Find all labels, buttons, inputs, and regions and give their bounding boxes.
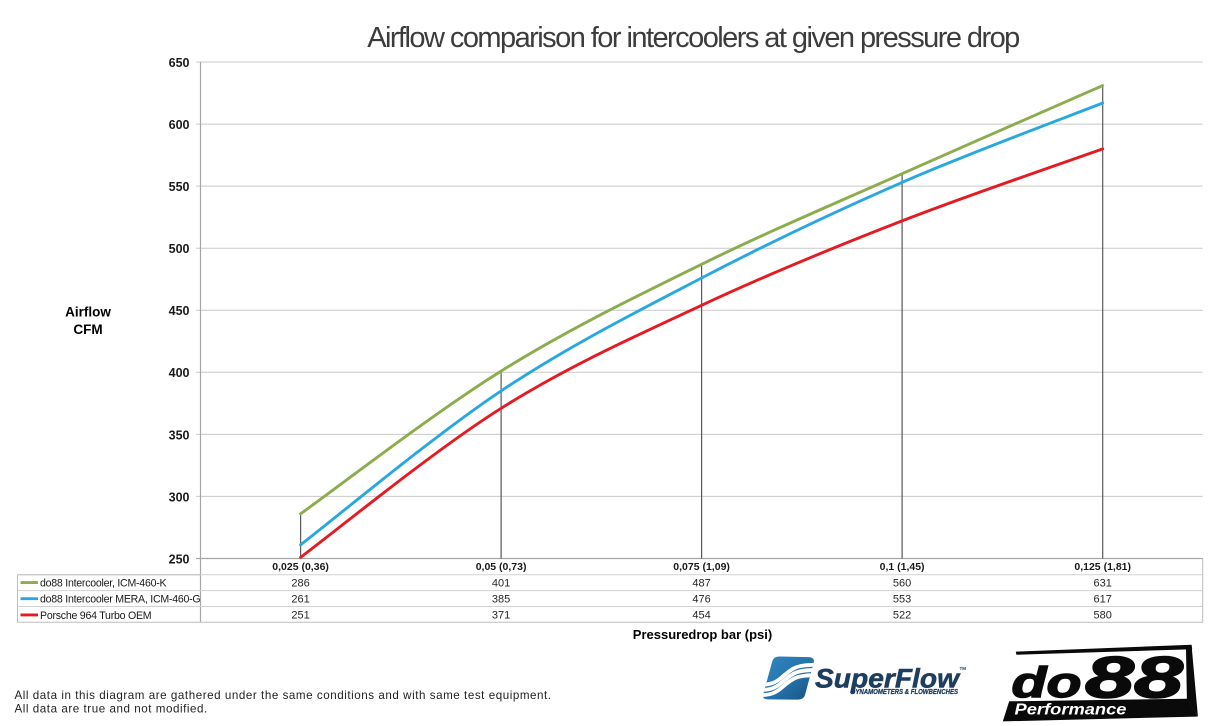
svg-text:371: 371 [492,609,510,621]
svg-text:All data in this diagram are g: All data in this diagram are gathered un… [15,689,552,702]
svg-text:0,025 (0,36): 0,025 (0,36) [272,561,329,573]
svg-text:487: 487 [692,578,710,590]
svg-text:Airflow comparison for interco: Airflow comparison for intercoolers at g… [367,22,1019,54]
svg-text:Pressuredrop bar (psi): Pressuredrop bar (psi) [633,627,772,642]
svg-text:All data are true and not modi: All data are true and not modified. [15,703,208,716]
svg-text:251: 251 [291,609,309,621]
svg-text:560: 560 [893,578,911,590]
svg-text:88: 88 [1085,646,1184,711]
svg-text:CFM: CFM [73,322,102,337]
svg-text:0,125 (1,81): 0,125 (1,81) [1074,561,1131,573]
svg-text:450: 450 [169,304,190,318]
svg-text:385: 385 [492,594,510,606]
svg-text:do88 Intercooler, ICM-460-K: do88 Intercooler, ICM-460-K [40,578,167,590]
svg-text:261: 261 [291,594,309,606]
svg-text:600: 600 [169,118,190,132]
svg-text:0,05 (0,73): 0,05 (0,73) [476,561,527,573]
svg-text:286: 286 [291,578,309,590]
svg-text:Airflow: Airflow [65,305,111,320]
svg-text:550: 550 [169,180,190,194]
svg-text:631: 631 [1094,578,1112,590]
svg-text:553: 553 [893,594,911,606]
svg-text:350: 350 [169,428,190,442]
svg-text:476: 476 [692,594,710,606]
svg-text:400: 400 [169,366,190,380]
svg-text:300: 300 [169,490,190,504]
svg-text:500: 500 [169,242,190,256]
svg-text:522: 522 [893,609,911,621]
svg-text:250: 250 [169,552,190,566]
svg-text:do88 Intercooler MERA, ICM-460: do88 Intercooler MERA, ICM-460-G [40,594,200,606]
svg-text:0,075 (1,09): 0,075 (1,09) [673,561,730,573]
svg-text:401: 401 [492,578,510,590]
svg-text:do: do [1012,659,1082,707]
svg-text:DYNAMOMETERS & FLOWBENCHES: DYNAMOMETERS & FLOWBENCHES [851,687,958,696]
svg-text:580: 580 [1094,609,1112,621]
svg-text:454: 454 [692,609,710,621]
svg-text:Porsche 964 Turbo OEM: Porsche 964 Turbo OEM [40,610,151,622]
svg-text:650: 650 [169,56,190,70]
svg-text:617: 617 [1094,594,1112,606]
svg-text:TM: TM [960,666,967,671]
svg-text:0,1 (1,45): 0,1 (1,45) [880,561,925,573]
svg-text:SuperFlow: SuperFlow [815,664,961,694]
svg-text:Performance: Performance [1015,702,1127,719]
